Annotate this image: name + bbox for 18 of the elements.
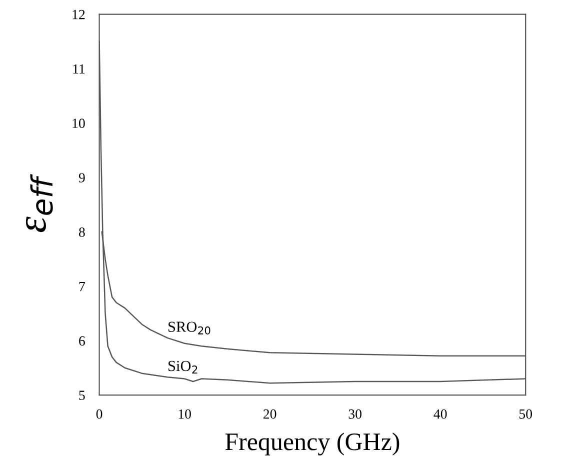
series-label: SRO$_{20}$ <box>168 322 210 334</box>
y-axis-title: ε$_{eff}$ <box>26 174 53 232</box>
y-tick-label: 12 <box>72 10 85 20</box>
y-tick-label: 7 <box>79 282 85 292</box>
y-tick-label: 10 <box>72 118 85 128</box>
x-tick-label: 40 <box>434 409 447 419</box>
series-label: SiO$_{2}$ <box>168 360 198 374</box>
x-tick-label: 20 <box>263 409 276 419</box>
x-tick-label: 10 <box>178 409 191 419</box>
y-tick-label: 6 <box>79 336 85 346</box>
x-tick-label: 0 <box>96 409 102 419</box>
y-tick-label: 9 <box>78 173 85 182</box>
x-tick-label: 50 <box>519 409 532 419</box>
y-tick-label: 11 <box>73 64 85 74</box>
y-tick-label: 5 <box>79 390 85 400</box>
x-axis-title: Frequency (GHz) <box>225 432 400 456</box>
x-tick-label: 30 <box>348 409 362 419</box>
y-tick-label: 8 <box>78 227 85 237</box>
